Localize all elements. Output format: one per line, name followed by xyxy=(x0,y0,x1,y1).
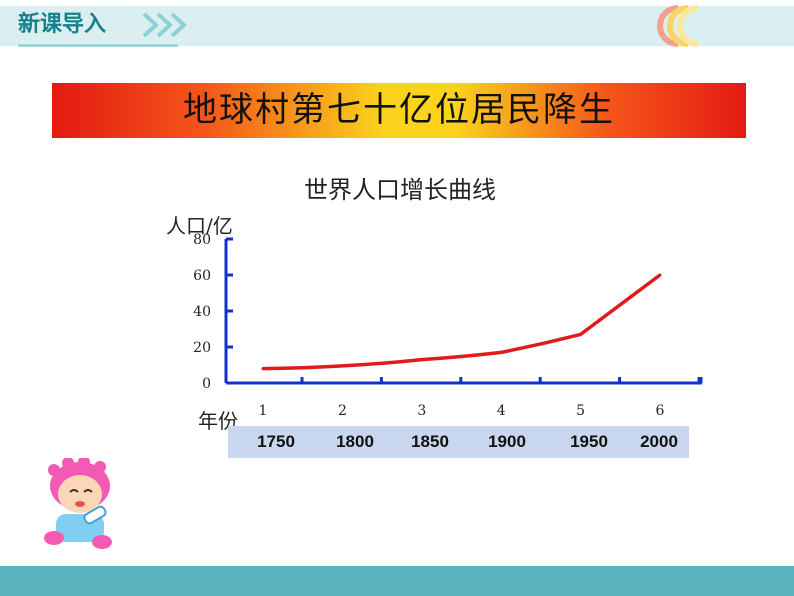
x-tick-label: 1 xyxy=(259,403,268,419)
y-tick-label: 40 xyxy=(193,304,211,320)
year-table: 1750 1800 1850 1900 1950 2000 xyxy=(228,426,689,458)
y-tick-label: 20 xyxy=(193,340,211,356)
page-title: 新课导入 xyxy=(18,12,107,37)
footer-bar xyxy=(0,566,794,596)
x-tick-label: 3 xyxy=(417,403,426,419)
baby-illustration-icon xyxy=(44,458,112,549)
population-data-point xyxy=(499,350,503,354)
x-tick-label: 6 xyxy=(656,403,665,419)
y-tick-label: 0 xyxy=(202,376,211,392)
population-data-point xyxy=(261,367,265,371)
chevron-right-icon xyxy=(142,12,187,38)
header-underline xyxy=(18,44,178,47)
population-data-point xyxy=(658,273,662,277)
headline-banner: 地球村第七十亿位居民降生 xyxy=(52,83,746,138)
year-label: 1950 xyxy=(570,432,608,451)
population-data-point xyxy=(340,364,344,368)
decorative-arcs-icon xyxy=(657,5,699,47)
year-label: 1900 xyxy=(488,432,526,451)
population-series-line xyxy=(262,273,662,371)
x-tick-label: 5 xyxy=(576,403,585,419)
x-tick-label: 4 xyxy=(497,403,506,419)
population-data-point xyxy=(579,332,583,336)
year-label: 2000 xyxy=(640,432,678,451)
y-tick-label: 80 xyxy=(193,232,211,248)
population-data-point xyxy=(420,358,424,362)
year-label: 1750 xyxy=(257,432,295,451)
y-axis-label: 人口/亿 xyxy=(166,214,233,238)
headline-text: 地球村第七十亿位居民降生 xyxy=(183,90,615,130)
year-label: 1800 xyxy=(336,432,374,451)
chart-title: 世界人口增长曲线 xyxy=(304,176,496,204)
x-tick-label: 2 xyxy=(338,403,347,419)
y-tick-label: 60 xyxy=(193,268,211,284)
year-label: 1850 xyxy=(411,432,449,451)
